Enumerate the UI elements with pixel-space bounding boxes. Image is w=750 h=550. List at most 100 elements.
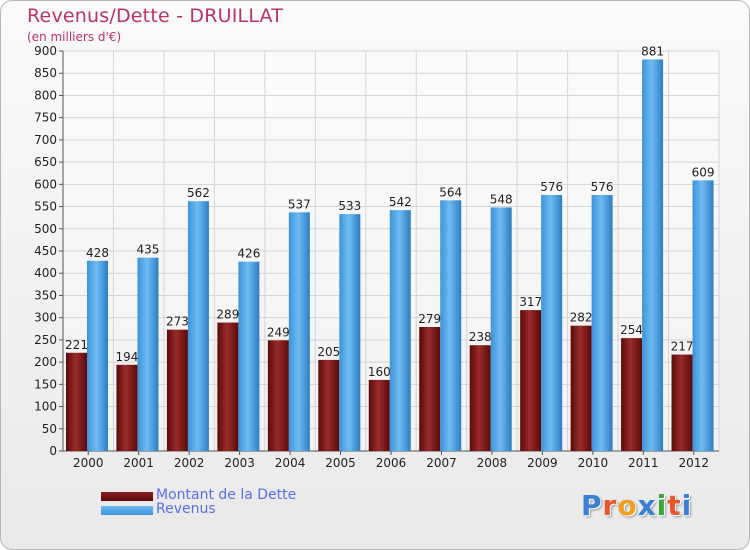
- y-tick-label: 700: [34, 133, 57, 147]
- data-labels: 221 428 194 435 273 562 289 426 249 537 205 533 160 5…: [65, 44, 714, 378]
- bar-dette-2003: [217, 322, 239, 451]
- x-tick-label: 2010: [578, 456, 609, 470]
- x-tick-label: 2012: [678, 456, 709, 470]
- data-label-dette-2011: 254: [620, 323, 643, 337]
- bar-dette-2004: [267, 340, 289, 451]
- y-tick-label: 550: [34, 200, 57, 214]
- x-tick-label: 2009: [527, 456, 558, 470]
- logo-letter: r: [602, 489, 618, 522]
- legend-swatch-dette: [101, 492, 153, 501]
- bar-revenus-2011: [642, 59, 664, 451]
- chart-subtitle: (en milliers d'€): [27, 30, 122, 44]
- logo-letter: i: [681, 489, 693, 522]
- logo-letter: i: [656, 489, 668, 522]
- y-tick-label: 0: [49, 444, 57, 458]
- x-tick-label: 2004: [275, 456, 306, 470]
- proxiti-logo: Proxiti: [581, 489, 692, 522]
- y-tick-label: 500: [34, 222, 57, 236]
- y-tick-label: 150: [34, 377, 57, 391]
- logo-letter: P: [581, 489, 603, 522]
- y-tick-label: 100: [34, 400, 57, 414]
- bar-revenus-2001: [137, 257, 159, 451]
- data-label-dette-2007: 279: [418, 312, 441, 326]
- x-tick-label: 2000: [73, 456, 104, 470]
- logo-letter: x: [637, 489, 657, 522]
- y-tick-label: 50: [42, 422, 57, 436]
- bars: [66, 59, 714, 452]
- legend-swatch-revenus: [101, 506, 153, 515]
- data-label-dette-2009: 317: [519, 295, 542, 309]
- data-label-revenus-2000: 428: [86, 246, 109, 260]
- data-label-revenus-2009: 576: [540, 180, 563, 194]
- data-label-dette-2006: 160: [368, 365, 391, 379]
- data-label-dette-2008: 238: [469, 330, 492, 344]
- bar-dette-2012: [671, 354, 693, 451]
- data-label-revenus-2005: 533: [338, 199, 361, 213]
- x-tick-label: 2007: [426, 456, 457, 470]
- data-label-dette-2002: 273: [166, 315, 189, 329]
- y-tick-label: 300: [34, 311, 57, 325]
- y-tick-label: 800: [34, 88, 57, 102]
- x-tick-label: 2005: [325, 456, 356, 470]
- y-tick-label: 850: [34, 66, 57, 80]
- y-tick-label: 250: [34, 333, 57, 347]
- y-tick-label: 900: [34, 44, 57, 58]
- data-label-revenus-2001: 435: [137, 243, 160, 257]
- bar-dette-2011: [621, 338, 643, 451]
- logo-letter: o: [617, 489, 638, 522]
- bar-revenus-2009: [541, 195, 563, 451]
- data-label-dette-2012: 217: [671, 340, 694, 354]
- y-tick-label: 350: [34, 288, 57, 302]
- x-tick-label: 2008: [477, 456, 508, 470]
- bar-dette-2007: [419, 327, 441, 451]
- bar-revenus-2005: [339, 214, 361, 451]
- data-label-revenus-2012: 609: [692, 165, 715, 179]
- bar-revenus-2010: [591, 195, 613, 451]
- data-label-dette-2001: 194: [116, 350, 139, 364]
- y-tick-label: 450: [34, 244, 57, 258]
- bar-dette-2008: [469, 345, 491, 451]
- x-tick-label: 2001: [123, 456, 154, 470]
- bar-revenus-2006: [389, 210, 411, 451]
- y-tick-label: 400: [34, 266, 57, 280]
- x-tick-label: 2002: [174, 456, 205, 470]
- chart-title: Revenus/Dette - DRUILLAT: [27, 5, 284, 27]
- bar-revenus-2012: [692, 180, 714, 452]
- bar-revenus-2007: [440, 200, 462, 451]
- bar-dette-2000: [66, 352, 87, 451]
- bar-revenus-2002: [187, 201, 209, 451]
- data-label-revenus-2008: 548: [490, 192, 513, 206]
- bar-dette-2006: [368, 379, 390, 451]
- x-tick-label: 2006: [376, 456, 407, 470]
- legend-label-revenus: Revenus: [156, 501, 216, 517]
- data-label-revenus-2007: 564: [439, 185, 462, 199]
- y-tick-label: 650: [34, 155, 57, 169]
- y-tick-label: 200: [34, 355, 57, 369]
- data-label-dette-2010: 282: [570, 311, 593, 325]
- data-label-dette-2005: 205: [317, 345, 340, 359]
- y-tick-label: 750: [34, 111, 57, 125]
- x-tick-label: 2011: [628, 456, 659, 470]
- bar-revenus-2004: [288, 212, 310, 451]
- data-label-revenus-2004: 537: [288, 197, 311, 211]
- data-label-revenus-2002: 562: [187, 186, 210, 200]
- x-tick-label: 2003: [224, 456, 255, 470]
- bar-dette-2005: [318, 359, 340, 451]
- legend-label-dette: Montant de la Dette: [156, 487, 297, 503]
- bar-dette-2001: [116, 364, 138, 451]
- bar-dette-2009: [520, 310, 542, 451]
- data-label-revenus-2010: 576: [591, 180, 614, 194]
- axes: 0 50 100 150 200 250 300 350 400 450 500 550 600 650 7…: [34, 44, 719, 470]
- bar-dette-2002: [166, 329, 188, 451]
- bar-revenus-2003: [238, 261, 260, 451]
- bar-revenus-2000: [87, 260, 108, 451]
- data-label-dette-2003: 289: [216, 308, 239, 322]
- bar-dette-2010: [570, 325, 592, 451]
- data-label-dette-2000: 221: [65, 338, 88, 352]
- data-label-revenus-2006: 542: [389, 195, 412, 209]
- data-label-revenus-2011: 881: [641, 44, 664, 58]
- y-tick-label: 600: [34, 177, 57, 191]
- logo-letter: t: [667, 489, 682, 522]
